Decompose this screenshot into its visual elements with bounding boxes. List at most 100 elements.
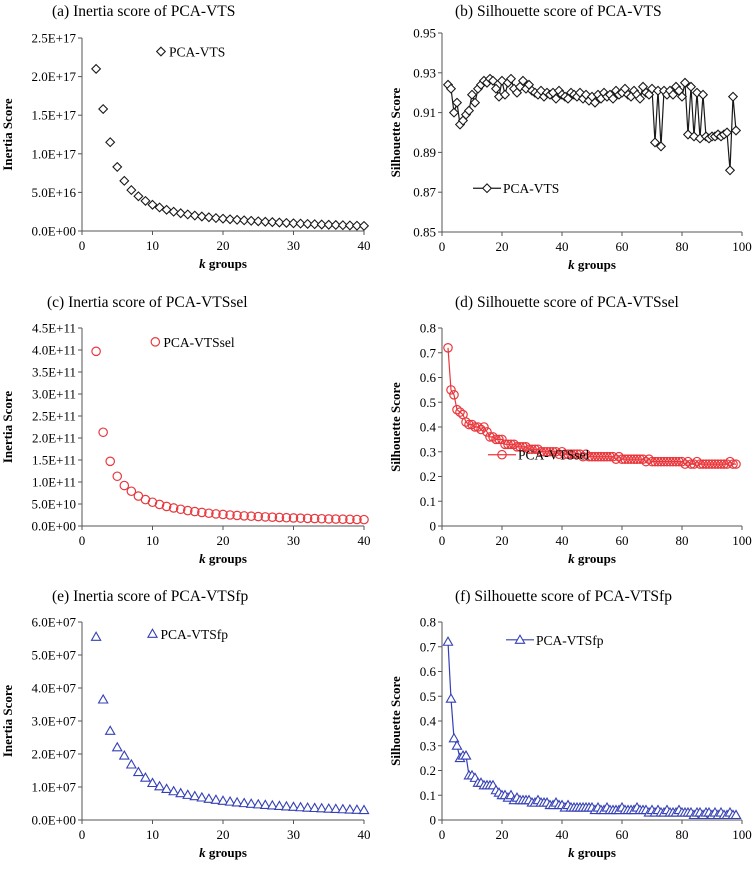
data-point [490,83,502,94]
data-point [217,213,229,224]
x-axis-label: k groups [199,845,247,860]
y-tick-label: 0.5 [420,689,436,704]
x-tick-label: 80 [676,827,689,842]
x-tick-label: 100 [732,239,752,254]
data-point [119,175,130,186]
y-tick-label: 0.2 [420,763,436,778]
data-point [146,777,159,788]
x-axis-label: k groups [199,551,247,566]
data-point [550,93,562,104]
y-tick-label: 2.0E+07 [31,747,76,762]
data-point [210,794,222,804]
y-tick-label: 5.0E+10 [31,497,76,512]
data-point [688,131,700,142]
data-point [161,783,173,793]
data-point [239,215,250,226]
data-point [460,749,472,760]
data-point [133,191,144,202]
y-tick-label: 0.6 [420,370,437,385]
x-tick-label: 40 [358,533,371,548]
data-point [575,449,585,460]
data-point [111,741,123,752]
legend-label: PCA-VTSfp [161,627,229,642]
y-tick-label: 1.0E+07 [31,780,76,795]
data-point [175,208,186,219]
y-tick-label: 0.7 [420,345,437,360]
data-point [154,499,165,510]
y-tick-label: 3.0E+11 [32,387,76,402]
legend-marker [146,628,159,638]
data-point [182,789,194,799]
data-point [260,512,271,522]
data-point [530,444,540,455]
data-point [500,439,510,450]
data-point [451,97,463,108]
data-point [505,73,517,84]
panel-title: (a) Inertia score of PCA-VTS [52,3,235,20]
data-point [190,506,200,517]
x-tick-label: 0 [439,827,446,842]
x-tick-label: 20 [217,533,230,548]
y-tick-label: 0.7 [420,639,437,654]
data-point [316,219,327,230]
data-point [466,89,478,100]
data-point [252,798,264,809]
data-point [448,107,460,118]
data-point [316,802,328,813]
data-point [521,441,531,452]
panel-title: (b) Silhouette score of PCA-VTS [455,3,662,20]
x-tick-label: 0 [439,239,446,254]
data-point [452,404,462,415]
panel-title: (e) Inertia score of PCA-VTSfp [52,588,249,605]
data-point [602,451,612,462]
data-point [527,444,537,455]
x-tick-label: 10 [146,238,159,253]
y-tick-label: 6.0E+07 [31,615,76,630]
data-point [119,480,130,491]
x-tick-label: 80 [676,533,689,548]
data-point [168,206,179,217]
data-point [473,422,483,432]
data-point [655,141,667,152]
data-point [182,209,193,220]
data-point [638,454,648,464]
data-point [359,514,369,525]
data-point [482,427,492,437]
data-point [569,449,579,460]
data-point [344,803,356,814]
data-point [730,125,742,136]
x-tick-label: 40 [556,239,569,254]
x-tick-label: 40 [358,238,371,253]
data-point [238,797,250,808]
y-tick-label: 0.0E+00 [31,813,76,828]
data-point [491,434,501,445]
data-point [730,809,742,820]
x-tick-label: 10 [146,533,159,548]
legend-label: PCA-VTS [169,45,225,60]
x-tick-label: 30 [287,533,300,548]
data-point [614,451,624,462]
data-point [288,513,299,523]
data-point [445,83,457,94]
data-point [302,801,314,812]
data-point [203,212,214,223]
data-point [451,740,463,750]
x-tick-label: 0 [79,827,86,842]
y-tick-label: 0.4 [420,420,437,435]
data-point [232,214,243,225]
data-point [309,219,320,230]
data-point [231,796,243,807]
y-tick-label: 0 [430,519,437,534]
data-point [727,91,739,102]
data-point [91,63,102,74]
data-point [632,454,642,464]
data-point [330,803,342,814]
data-point [455,407,465,417]
y-tick-label: 0.2 [420,469,436,484]
data-point [358,804,370,815]
data-point [506,439,516,450]
data-point [112,161,123,173]
data-point [607,93,619,104]
legend-marker [481,183,493,194]
